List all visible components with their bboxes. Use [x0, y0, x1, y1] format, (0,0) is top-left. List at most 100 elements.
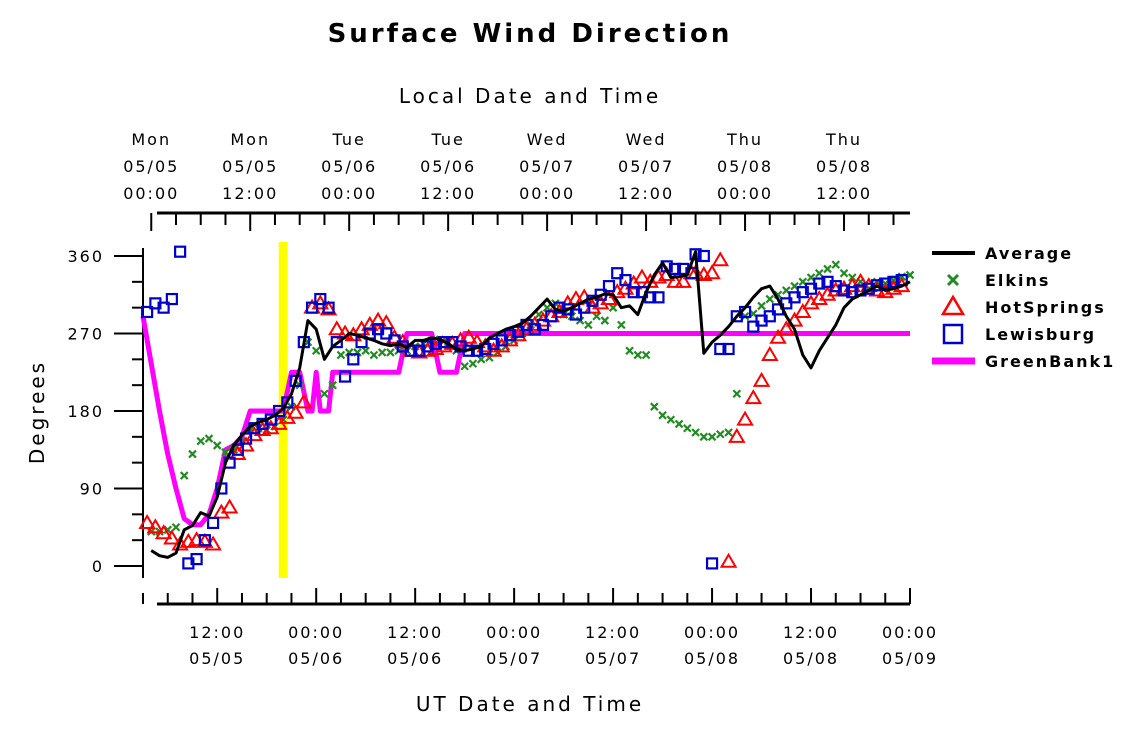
lewisburg-point — [272, 404, 286, 418]
elkins-point — [600, 316, 610, 325]
hotsprings-point — [728, 427, 746, 443]
lewisburg-point — [338, 370, 352, 383]
elkins-point — [542, 303, 552, 312]
x-tick-label-date: 05/07 — [585, 649, 641, 668]
top-tick-label-time: 00:00 — [123, 184, 179, 203]
x-tick-label-date: 05/05 — [189, 649, 245, 668]
elkins-point — [831, 260, 841, 269]
legend-item-average: Average — [932, 244, 1071, 263]
top-tick-label-time: 12:00 — [816, 184, 872, 203]
top-tick-label-date: 05/05 — [222, 157, 278, 176]
x-tick-label-time: 00:00 — [882, 623, 938, 642]
x-tick-label-date: 05/08 — [783, 649, 839, 668]
x-tick-label-date: 05/06 — [288, 649, 344, 668]
lewisburg-point — [207, 516, 220, 530]
lewisburg-point — [545, 310, 558, 323]
top-tick-label-date: 05/08 — [717, 157, 773, 176]
series-lewisburg — [141, 245, 908, 570]
x-tick-label-date: 05/06 — [387, 649, 443, 668]
elkins-point — [311, 346, 321, 356]
elkins-point — [476, 355, 486, 364]
elkins-point — [839, 268, 849, 278]
chart-title: Surface Wind Direction — [328, 19, 733, 49]
lewisburg-point — [512, 325, 525, 338]
lewisburg-point — [437, 336, 451, 349]
lewisburg-point — [652, 291, 665, 304]
hotsprings-point — [818, 285, 837, 301]
top-tick-label-day: Mon — [230, 130, 270, 149]
x-tick-label-time: 12:00 — [189, 623, 245, 642]
elkins-point — [361, 346, 370, 356]
hotsprings-point — [138, 513, 156, 529]
lewisburg-point — [487, 337, 500, 350]
hotsprings-point — [369, 311, 387, 327]
lewisburg-point — [846, 286, 859, 299]
lewisburg-point — [281, 396, 294, 409]
hotsprings-point — [674, 272, 692, 288]
hotsprings-point — [703, 264, 721, 280]
x-tick-label-time: 12:00 — [585, 623, 641, 642]
legend-item-elkins: Elkins — [946, 271, 1048, 290]
hotsprings-point — [794, 302, 812, 318]
lewisburg-point — [347, 353, 360, 366]
top-tick-label-date: 05/05 — [123, 157, 179, 176]
axes-layer: 0 90 180 270 360 12:00 05/05 00:00 05/06 12:00 05/… — [67, 130, 938, 668]
elkins-point — [650, 402, 659, 411]
legend: Average Elkins HotSprings Lewisburg GreenBan… — [932, 244, 1113, 371]
legend-item-hotsprings: HotSprings — [940, 294, 1106, 317]
lewisburg-point — [141, 305, 154, 319]
elkins-point — [188, 449, 197, 459]
top-tick-label-date: 05/08 — [816, 157, 872, 176]
lewisburg-point — [380, 327, 393, 340]
lewisburg-point — [198, 534, 211, 547]
y-tick-label: 90 — [80, 480, 104, 499]
elkins-point — [328, 380, 337, 390]
top-tick-label-day: Mon — [131, 130, 171, 149]
lewisburg-point — [421, 340, 434, 353]
hotsprings-point — [220, 498, 239, 514]
lewisburg-point — [627, 286, 640, 299]
x-tick-label-time: 12:00 — [783, 623, 839, 642]
top-tick-label-time: 12:00 — [420, 184, 476, 203]
lewisburg-point — [322, 301, 335, 314]
elkins-point — [683, 423, 692, 433]
series-layer — [138, 242, 915, 578]
elkins-point — [757, 301, 766, 311]
elkins-point — [815, 268, 824, 278]
elkins-point — [468, 359, 478, 368]
elkins-point — [617, 320, 626, 330]
top-tick-label-date: 05/07 — [618, 157, 674, 176]
hotsprings-point — [163, 529, 181, 545]
x-axis-title: UT Date and Time — [416, 692, 644, 716]
x-tick-label-date: 05/07 — [486, 649, 542, 668]
lewisburg-point — [763, 310, 776, 323]
top-tick-label-time: 12:00 — [222, 184, 278, 203]
lewisburg-point — [305, 301, 319, 314]
top-tick-label-day: Thu — [825, 130, 862, 149]
hotsprings-point — [810, 290, 829, 306]
lewisburg-point — [796, 286, 809, 299]
elkins-point — [674, 419, 684, 429]
lewisburg-point — [330, 336, 343, 349]
elkins-point — [641, 350, 651, 360]
elkins-point — [369, 350, 379, 360]
x-tick-label-time: 12:00 — [387, 623, 443, 642]
lewisburg-point — [569, 308, 583, 321]
elkins-point — [732, 389, 742, 399]
lewisburg-point — [503, 329, 517, 342]
elkins-point — [707, 432, 717, 442]
lewisburg-point — [536, 318, 550, 331]
top-tick-label-time: 00:00 — [519, 184, 575, 203]
lewisburg-point — [157, 301, 170, 314]
lewisburg-point — [314, 292, 327, 306]
hotsprings-point — [777, 320, 796, 336]
legend-label: HotSprings — [985, 298, 1106, 317]
hotsprings-point — [769, 328, 787, 344]
hotsprings-point — [229, 445, 247, 461]
legend-swatch — [940, 294, 966, 316]
lewisburg-point — [879, 277, 892, 290]
legend-item-greenbank1: GreenBank1 — [932, 352, 1113, 371]
elkins-point — [320, 389, 329, 399]
hotsprings-point — [666, 272, 684, 288]
average-line — [150, 250, 911, 559]
